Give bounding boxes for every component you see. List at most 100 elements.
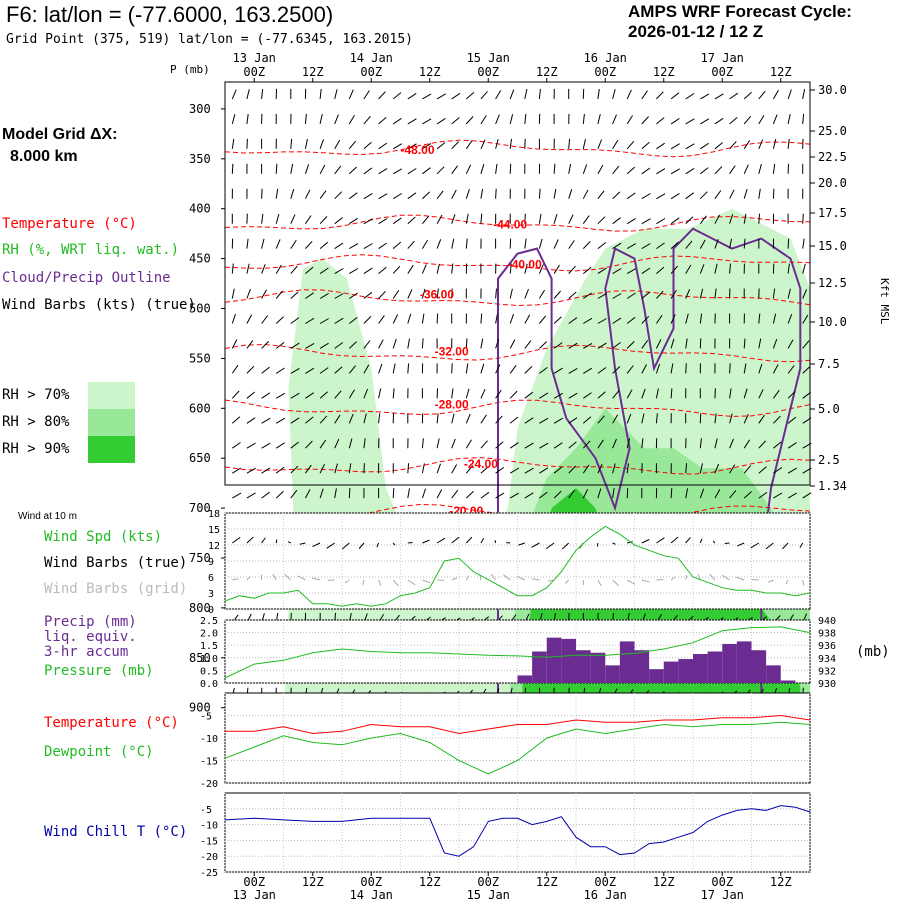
temperature-label: -28.00 — [435, 397, 469, 411]
wind-barb — [378, 413, 381, 424]
wind-barb — [290, 441, 300, 449]
wind-barb — [685, 93, 695, 100]
wind-barb — [772, 89, 779, 100]
wind-barb — [597, 439, 604, 449]
wind-barb-true — [531, 542, 540, 548]
wind-barb — [495, 441, 504, 449]
wind-barb — [802, 314, 809, 324]
wind-barb — [655, 388, 659, 399]
wind-barb — [685, 192, 695, 200]
wind-barb — [509, 467, 520, 474]
wind-barb-grid — [422, 579, 431, 584]
wind-barb — [363, 243, 373, 250]
date-label-bottom: 16 Jan — [584, 888, 627, 900]
wind-barb — [787, 390, 796, 399]
wind-barb — [524, 442, 534, 449]
precip-bar — [561, 638, 576, 683]
wind-barb — [553, 392, 563, 399]
wind-barb — [641, 438, 644, 449]
wind-barb — [539, 341, 548, 349]
wind-barb — [758, 491, 768, 499]
wind-barb — [246, 340, 254, 349]
windchill-label: Wind Chill T (°C) — [44, 824, 187, 840]
wind-barb — [349, 217, 358, 225]
wind-barb — [378, 388, 382, 399]
precip-bar — [649, 669, 664, 683]
wind-barb — [597, 318, 607, 324]
wind-barb — [378, 266, 387, 274]
wind-barb — [641, 267, 651, 275]
precip-ytick-label: 1.5 — [200, 641, 218, 652]
wind-barb — [421, 239, 429, 249]
wind-barb — [451, 438, 456, 449]
wind-barb — [451, 363, 453, 374]
wind-barb — [422, 93, 432, 100]
wind-barb — [480, 91, 488, 100]
precip-bar — [590, 652, 606, 683]
wind-barb — [392, 241, 402, 249]
wind-barb — [231, 114, 236, 125]
wind-barb — [612, 438, 617, 449]
wind-barb — [451, 413, 455, 424]
wind-barb-grid — [232, 578, 239, 581]
wind-barb — [232, 492, 242, 499]
wind-barb — [641, 116, 649, 125]
wind-barb — [480, 466, 489, 474]
wind-barb — [699, 215, 707, 225]
wind-barb — [655, 339, 662, 349]
wind-barb — [612, 217, 621, 225]
precip-bar — [722, 643, 737, 683]
wind-barb — [524, 314, 531, 324]
wind-barb — [568, 342, 578, 349]
wind-barb-grid — [272, 573, 277, 581]
wind-barb — [553, 442, 563, 449]
wind-barb — [597, 415, 605, 424]
wind-barb — [699, 463, 703, 474]
wind-barb — [612, 390, 620, 399]
wind-barb — [290, 465, 299, 474]
wind-barbs-true-label: Wind Barbs (true) — [44, 555, 187, 571]
wind-barb-true — [451, 536, 460, 544]
wind-barb — [363, 364, 370, 374]
wind-barb — [407, 192, 417, 200]
wind-barb — [275, 188, 279, 199]
wind-barb — [465, 490, 474, 499]
kft-tick-label: 25.0 — [818, 124, 847, 138]
wind-barb — [670, 289, 677, 299]
pressure-tick-label: 700 — [189, 501, 211, 515]
wind-barb — [597, 292, 607, 299]
wind-barb — [392, 168, 403, 175]
wind-barb — [348, 115, 355, 125]
wind-barb — [612, 366, 621, 374]
wind-barb — [436, 438, 440, 449]
windchill-ytick-label: -10 — [200, 821, 218, 832]
wind-barb — [714, 214, 721, 224]
wind-barb — [582, 113, 585, 124]
wind-barb-grid — [378, 579, 382, 587]
wind-barb — [261, 491, 270, 499]
wind-barb — [626, 192, 636, 200]
pressure-tick-label: 500 — [189, 302, 211, 316]
wind-barb — [612, 317, 622, 324]
wind-barb — [597, 190, 605, 200]
wind-barb — [378, 242, 388, 250]
wind-barb — [465, 213, 469, 224]
wind-barb — [670, 192, 680, 200]
wind-barb — [714, 413, 717, 424]
wind-barb — [524, 417, 534, 424]
wind-barb — [773, 492, 783, 499]
wind-barb — [656, 168, 666, 175]
wind-barb — [436, 142, 446, 150]
wind-barb — [392, 338, 397, 349]
wind-barb — [626, 389, 633, 399]
wind-barb — [641, 167, 651, 175]
wind-barb — [539, 366, 548, 374]
wind-barb — [758, 466, 767, 474]
wind-barb — [363, 218, 373, 225]
wind-barb — [436, 489, 443, 499]
wind-barb — [305, 440, 313, 449]
wind-barb — [363, 90, 370, 100]
wind-barb — [304, 113, 307, 124]
wind-barb — [407, 338, 410, 349]
wind-barb — [714, 438, 718, 449]
